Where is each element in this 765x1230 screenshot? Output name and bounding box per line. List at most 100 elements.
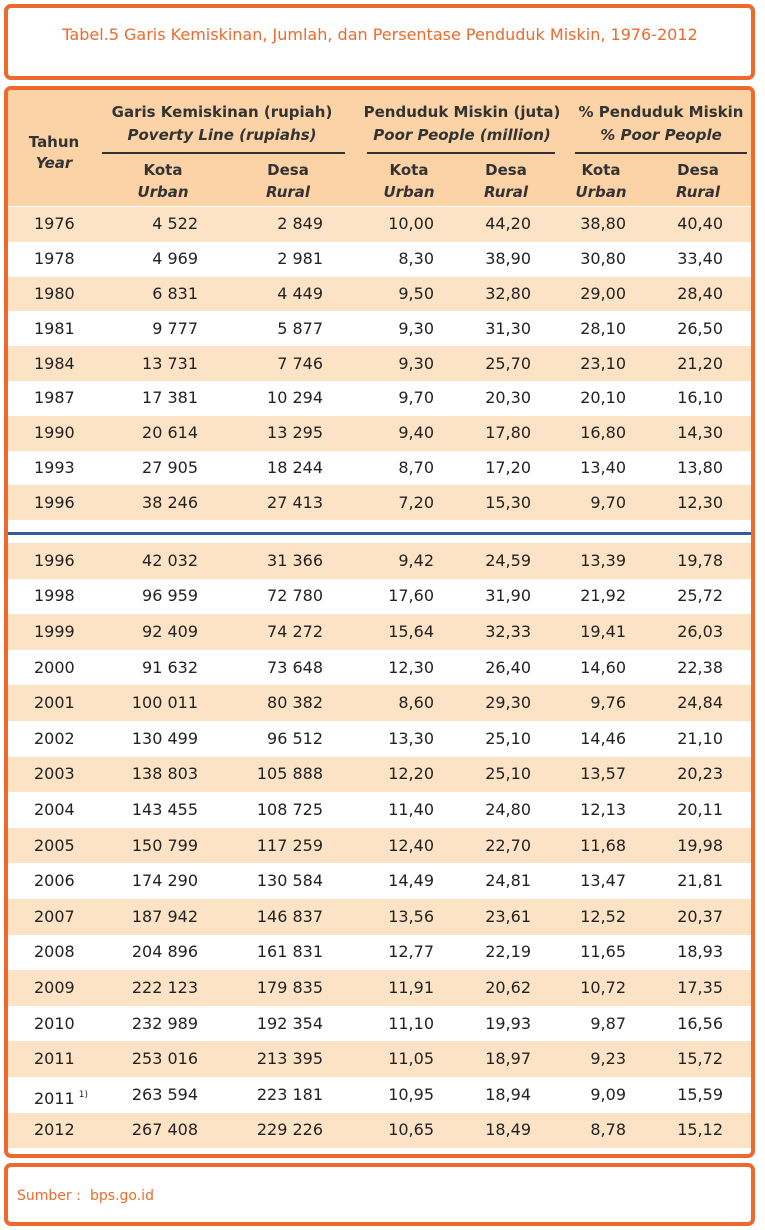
value-cell: 27 413 — [267, 492, 323, 512]
column-header: Desa — [485, 161, 527, 179]
value-cell: 12,30 — [388, 657, 434, 677]
value-cell: 13,80 — [677, 458, 723, 477]
value-cell: 267 408 — [131, 1120, 198, 1140]
row-band — [8, 1005, 751, 1042]
value-cell: 13,40 — [580, 458, 626, 477]
value-cell: 24,80 — [485, 800, 531, 819]
row-band — [8, 649, 751, 686]
value-cell: 25,72 — [677, 586, 723, 606]
row-band — [8, 614, 751, 650]
value-cell: 9,23 — [590, 1049, 626, 1069]
row-band — [8, 1112, 751, 1149]
value-cell: 31 366 — [267, 550, 323, 570]
value-cell: 8,70 — [398, 458, 434, 477]
value-cell: 179 835 — [256, 978, 323, 997]
group-header: % Penduduk Miskin — [578, 103, 744, 121]
title: Tabel.5 Garis Kemiskinan, Jumlah, dan Pe… — [62, 25, 698, 44]
value-cell: 96 512 — [267, 728, 323, 748]
year-cell: 1998 — [34, 586, 75, 606]
value-cell: 44,20 — [485, 214, 531, 234]
group-header: Garis Kemiskinan (rupiah) — [111, 103, 333, 121]
value-cell: 13,30 — [388, 728, 434, 748]
value-cell: 15,12 — [677, 1120, 723, 1140]
value-cell: 13,47 — [580, 871, 626, 891]
value-cell: 18,49 — [485, 1120, 531, 1140]
year-cell: 1996 — [34, 492, 75, 512]
value-cell: 30,80 — [580, 249, 626, 269]
value-cell: 130 584 — [256, 871, 323, 891]
value-cell: 12,13 — [580, 800, 626, 819]
value-cell: 2 849 — [277, 214, 323, 234]
value-cell: 23,10 — [580, 353, 626, 373]
value-cell: 21,92 — [580, 586, 626, 606]
value-cell: 32,33 — [485, 622, 531, 641]
year-cell: 2012 — [34, 1120, 75, 1140]
value-cell: 10,00 — [388, 214, 434, 234]
value-cell: 19,41 — [580, 622, 626, 641]
year-cell: 1976 — [34, 214, 75, 234]
row-band — [8, 970, 751, 1006]
value-cell: 9,76 — [590, 693, 626, 713]
separator-gap — [8, 520, 751, 532]
value-cell: 263 594 — [131, 1084, 198, 1104]
row-band — [8, 207, 751, 242]
year-cell: 1999 — [34, 622, 75, 641]
value-cell: 9,42 — [398, 550, 434, 570]
value-cell: 32,80 — [485, 284, 531, 303]
row-band — [8, 415, 751, 451]
row-band — [8, 485, 751, 521]
row-band — [8, 241, 751, 277]
value-cell: 13,56 — [388, 906, 434, 926]
value-cell: 26,03 — [677, 622, 723, 641]
value-cell: 4 969 — [152, 249, 198, 269]
value-cell: 253 016 — [131, 1049, 198, 1069]
value-cell: 17 381 — [142, 388, 198, 408]
value-cell: 100 011 — [131, 693, 198, 713]
year-cell: 1996 — [34, 550, 75, 570]
column-header-en: Rural — [483, 183, 529, 201]
value-cell: 21,10 — [677, 728, 723, 748]
value-cell: 24,84 — [677, 693, 723, 713]
value-cell: 223 181 — [256, 1084, 323, 1104]
value-cell: 28,40 — [677, 284, 723, 303]
year-cell: 2002 — [34, 728, 75, 748]
row-band — [8, 450, 751, 486]
value-cell: 74 272 — [267, 622, 323, 641]
row-band — [8, 543, 751, 579]
value-cell: 22,19 — [485, 942, 531, 962]
value-cell: 11,40 — [388, 800, 434, 819]
year-cell: 2006 — [34, 871, 75, 891]
value-cell: 11,68 — [580, 835, 626, 855]
value-cell: 15,64 — [388, 622, 434, 641]
value-cell: 12,40 — [388, 835, 434, 855]
value-cell: 19,93 — [485, 1013, 531, 1033]
value-cell: 130 499 — [131, 728, 198, 748]
year-cell: 1978 — [34, 249, 75, 269]
value-cell: 143 455 — [131, 800, 198, 819]
value-cell: 187 942 — [131, 906, 198, 926]
value-cell: 27 905 — [142, 458, 198, 477]
year-cell: 2009 — [34, 978, 75, 997]
source-label: Sumber : — [17, 1188, 81, 1204]
value-cell: 20,62 — [485, 978, 531, 997]
row-band — [8, 578, 751, 615]
value-cell: 14,49 — [388, 871, 434, 891]
year-cell: 1987 — [34, 388, 75, 408]
column-header-en: Rural — [675, 183, 721, 201]
value-cell: 28,10 — [580, 318, 626, 338]
row-band — [8, 721, 751, 757]
footer-box: Sumber : bps.go.id — [4, 1163, 755, 1226]
value-cell: 105 888 — [256, 764, 323, 784]
row-band — [8, 792, 751, 828]
value-cell: 20 614 — [142, 423, 198, 443]
value-cell: 13,57 — [580, 764, 626, 784]
group-header: Penduduk Miskin (juta) — [363, 103, 561, 121]
value-cell: 6 831 — [152, 284, 198, 303]
value-cell: 24,59 — [485, 550, 531, 570]
value-cell: 150 799 — [131, 835, 198, 855]
year-header: Tahun — [28, 133, 80, 151]
value-cell: 9,70 — [590, 492, 626, 512]
value-cell: 10,95 — [388, 1084, 434, 1104]
header-band — [8, 90, 751, 206]
value-cell: 18 244 — [267, 458, 323, 477]
